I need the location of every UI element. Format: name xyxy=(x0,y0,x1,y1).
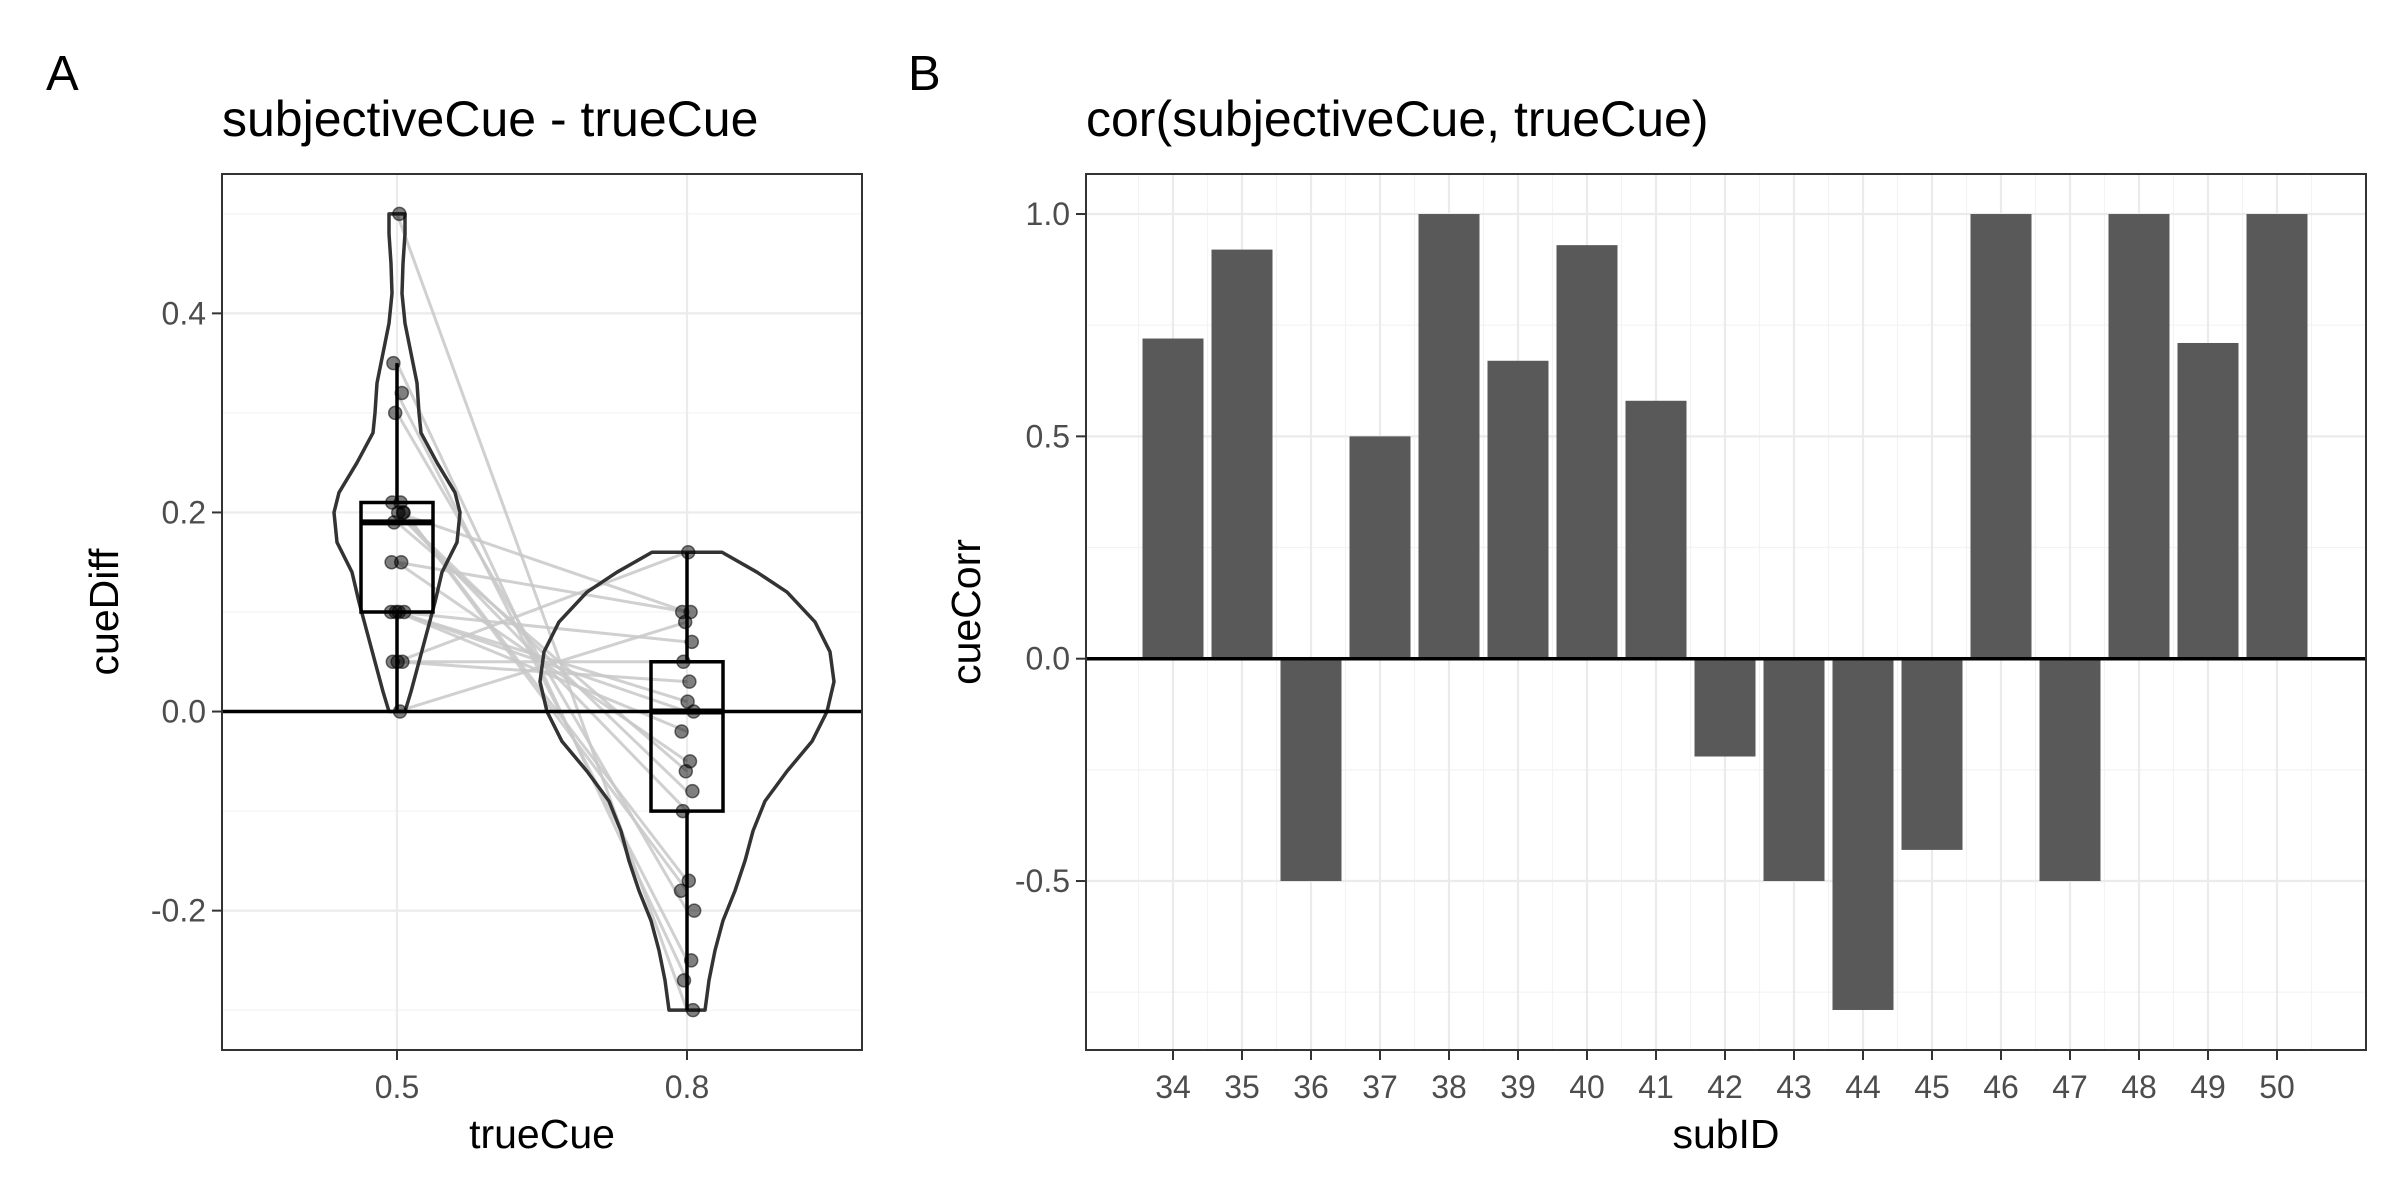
y-tick-label-a: 0.0 xyxy=(162,694,206,730)
bar xyxy=(1901,658,1963,850)
data-point xyxy=(392,206,407,222)
x-axis-title-b: subID xyxy=(1672,1111,1779,1157)
y-tick-label-b: -0.5 xyxy=(1015,863,1070,899)
x-tick-label-b: 45 xyxy=(1914,1069,1950,1105)
bars xyxy=(1086,214,2366,1010)
bar xyxy=(1211,249,1273,659)
data-point xyxy=(685,1002,701,1018)
y-axis-title-a: cueDiff xyxy=(81,548,127,675)
panel-tag-b: B xyxy=(908,47,941,101)
data-point xyxy=(682,754,698,769)
data-point xyxy=(396,505,411,520)
y-tick-label-a: -0.2 xyxy=(151,893,206,929)
data-point xyxy=(390,654,405,670)
data-point xyxy=(681,873,697,889)
data-point xyxy=(387,405,403,421)
grid-b xyxy=(1086,174,2366,1050)
chart-title-b: cor(subjectiveCue, trueCue) xyxy=(1086,91,1709,147)
data-point xyxy=(673,883,689,898)
data-point xyxy=(680,694,695,709)
bar xyxy=(1487,360,1549,659)
jitter-points xyxy=(222,206,862,1018)
data-point xyxy=(683,953,699,968)
bar xyxy=(1418,214,1480,659)
ticks-a: -0.2 0.0 0.2 0.4 0.5 0.8 xyxy=(151,295,709,1105)
bar xyxy=(1763,658,1825,882)
bar xyxy=(1832,658,1894,1010)
x-tick-label-a: 0.8 xyxy=(665,1069,709,1105)
violins xyxy=(332,212,836,1012)
x-tick-label-b: 35 xyxy=(1224,1069,1260,1105)
data-point xyxy=(674,604,690,620)
bar xyxy=(1970,214,2032,659)
x-tick-label-b: 41 xyxy=(1638,1069,1674,1105)
paired-line xyxy=(395,511,689,793)
violin-shape xyxy=(538,550,836,1012)
violin-shape xyxy=(332,212,462,714)
x-tick-label-b: 39 xyxy=(1500,1069,1536,1105)
bar xyxy=(1556,245,1618,659)
x-tick-label-b: 34 xyxy=(1155,1069,1191,1105)
bar xyxy=(1694,658,1756,757)
bar xyxy=(2039,658,2101,882)
x-tick-label-b: 46 xyxy=(1983,1069,2019,1105)
data-point xyxy=(384,554,399,570)
y-tick-label-a: 0.4 xyxy=(162,295,206,331)
x-tick-label-b: 38 xyxy=(1431,1069,1467,1105)
data-point xyxy=(686,903,702,918)
data-point xyxy=(674,724,689,739)
bar xyxy=(1349,436,1411,659)
panel-b: B cor(subjectiveCue, trueCue) -0.5 0.0 0.5… xyxy=(908,47,2367,1157)
y-tick-label-b: 0.0 xyxy=(1026,641,1070,677)
x-tick-label-a: 0.5 xyxy=(375,1069,419,1105)
paired-line xyxy=(396,550,688,664)
bar xyxy=(2177,342,2239,659)
panel-tag-a: A xyxy=(46,47,79,101)
data-point xyxy=(675,803,691,819)
panel-a: A subjectiveCue - trueCue -0.2 0.0 0.2 0.4 0… xyxy=(46,47,863,1157)
chart-title-a: subjectiveCue - trueCue xyxy=(222,91,758,147)
ticks-b: -0.5 0.0 0.5 1.0 34 35 36 37 38 39 40 41 42 43 44 45 46 4… xyxy=(1015,196,2295,1105)
data-point xyxy=(386,515,402,530)
x-tick-label-b: 40 xyxy=(1569,1069,1605,1105)
y-tick-label-b: 0.5 xyxy=(1026,418,1070,454)
x-tick-label-b: 48 xyxy=(2121,1069,2157,1105)
y-axis-title-b: cueCorr xyxy=(943,539,989,685)
paired-line xyxy=(396,511,688,614)
data-point xyxy=(682,674,697,689)
x-tick-label-b: 50 xyxy=(2259,1069,2295,1105)
data-point xyxy=(684,634,700,650)
data-point xyxy=(388,604,404,620)
data-point xyxy=(394,385,410,401)
paired-line xyxy=(396,560,688,614)
bar xyxy=(1625,400,1687,659)
x-tick-label-b: 37 xyxy=(1362,1069,1398,1105)
plot-frame-a xyxy=(221,173,863,1051)
data-point xyxy=(680,545,696,560)
bar xyxy=(1280,658,1342,882)
bar xyxy=(2246,214,2308,659)
data-point xyxy=(676,973,692,988)
x-tick-label-b: 44 xyxy=(1845,1069,1881,1105)
data-point xyxy=(386,355,401,371)
x-tick-label-b: 49 xyxy=(2190,1069,2226,1105)
bar xyxy=(1142,338,1204,659)
bar xyxy=(2108,214,2170,659)
data-point xyxy=(676,654,691,670)
x-axis-title-a: trueCue xyxy=(469,1111,615,1157)
data-point xyxy=(685,783,700,799)
y-tick-label-b: 1.0 xyxy=(1026,196,1070,232)
x-tick-label-b: 36 xyxy=(1293,1069,1329,1105)
x-tick-label-b: 42 xyxy=(1707,1069,1743,1105)
x-tick-label-b: 43 xyxy=(1776,1069,1812,1105)
x-tick-label-b: 47 xyxy=(2052,1069,2088,1105)
y-tick-label-a: 0.2 xyxy=(162,494,206,530)
